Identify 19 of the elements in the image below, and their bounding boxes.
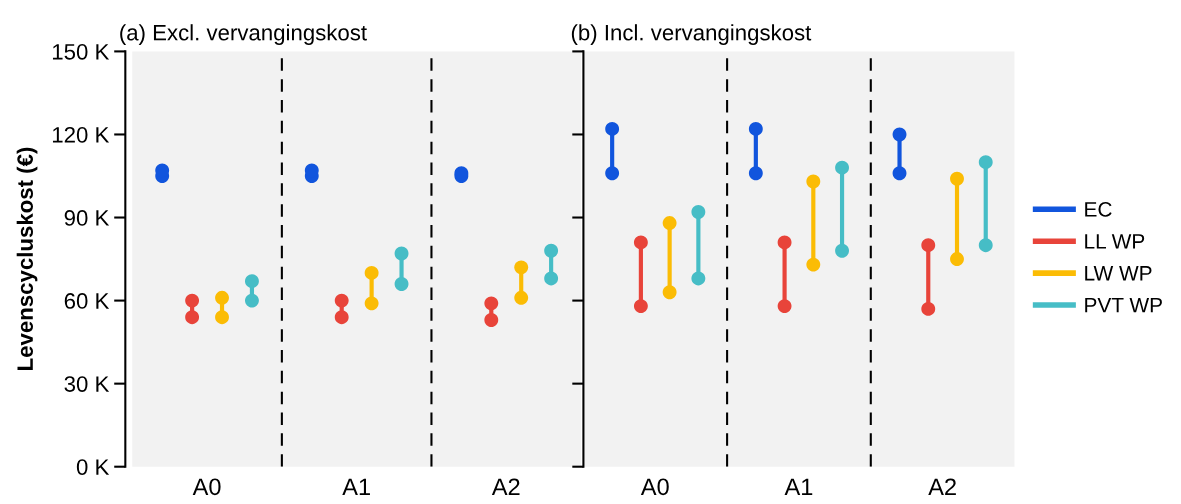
legend-label: LL WP [1085,234,1145,249]
chart-title: (b) Incl. vervangingskost [571,24,812,45]
y-tick-label: 60 K [64,293,110,309]
y-tick-label: 30 K [64,376,110,392]
legend-label: PVT WP [1085,297,1162,313]
x-tick-label: A0 [640,478,669,496]
legend-label: LW WP [1085,266,1152,281]
legend-label: EC [1085,202,1112,217]
y-tick-label: 0 K [76,459,110,475]
x-tick-label: A1 [784,478,813,495]
x-tick-label: A2 [491,478,520,495]
x-tick-label: A0 [192,478,221,496]
y-tick-label: 150 K [52,43,110,60]
y-tick-label: 90 K [64,210,110,226]
chart-title: (a) Excl. vervangingskost [120,24,367,45]
x-tick-label: A2 [928,478,956,495]
y-tick-label: 120 K [52,127,110,143]
x-tick-label: A1 [342,478,370,495]
y-axis-title: Levenscycluskost (€) [16,147,38,370]
